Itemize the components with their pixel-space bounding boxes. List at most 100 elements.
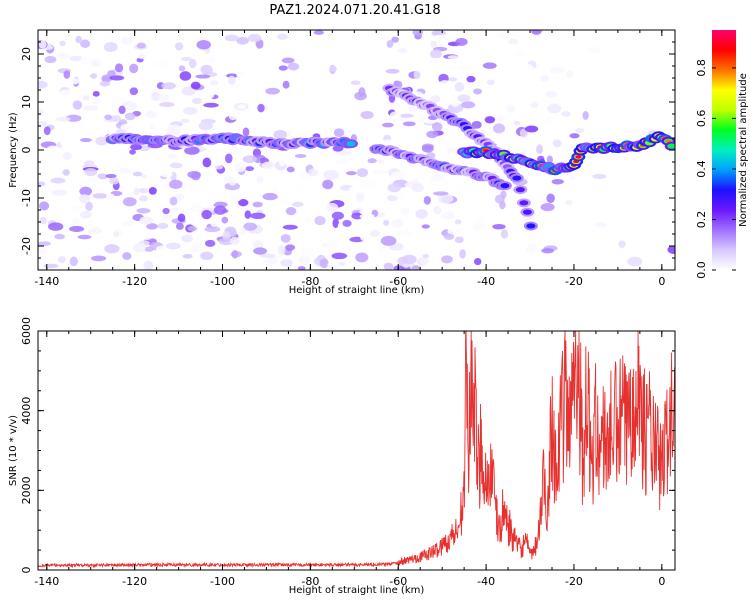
noise-blob [236, 36, 249, 45]
noise-blob [124, 112, 136, 121]
spectrogram-x-tick-label: -140 [34, 275, 59, 288]
noise-blob [398, 113, 414, 118]
noise-blob [430, 49, 442, 59]
figure-title: PAZ1.2024.071.20.41.G18 [269, 3, 440, 18]
noise-blob [72, 100, 83, 110]
noise-blob [446, 64, 456, 72]
noise-blob [91, 255, 107, 262]
noise-blob [169, 196, 178, 206]
noise-blob [210, 54, 217, 63]
noise-blob [190, 204, 203, 213]
colorbar-tick-label: 0.8 [695, 59, 708, 77]
noise-blob [253, 265, 260, 270]
noise-blob [519, 128, 528, 138]
noise-blob [129, 63, 139, 74]
noise-blob [286, 166, 295, 173]
noise-blob [278, 156, 287, 167]
noise-blob [118, 167, 131, 174]
noise-blob [148, 187, 157, 195]
noise-blob [189, 35, 198, 43]
noise-blob [105, 174, 117, 179]
noise-blob [450, 98, 460, 107]
noise-blob [355, 252, 369, 263]
spectrogram-x-tick-label: -120 [122, 275, 147, 288]
noise-blob [117, 154, 133, 162]
noise-blob [333, 128, 345, 138]
noise-blob [419, 256, 430, 265]
noise-blob [122, 252, 132, 260]
noise-blob [158, 232, 172, 240]
noise-blob [455, 37, 468, 46]
noise-blob [430, 40, 437, 49]
snr-x-tick-label: -20 [565, 575, 583, 588]
noise-blob [397, 47, 408, 54]
noise-blob [150, 46, 161, 53]
noise-blob [348, 186, 356, 192]
noise-blob [350, 80, 361, 86]
noise-blob [322, 243, 329, 248]
noise-blob [545, 90, 557, 98]
noise-blob [331, 252, 348, 260]
noise-blob [356, 168, 369, 178]
noise-blob [201, 209, 212, 220]
noise-blob [125, 101, 137, 111]
noise-blob [69, 225, 85, 232]
noise-blob [84, 168, 98, 177]
noise-blob [565, 70, 574, 78]
noise-blob [399, 207, 410, 216]
noise-blob [207, 90, 215, 99]
noise-blob [278, 198, 292, 206]
noise-blob [104, 244, 120, 254]
noise-blob [242, 155, 257, 164]
spectrogram-x-tick-label: -20 [565, 275, 583, 288]
noise-blob [492, 123, 506, 134]
noise-blob [500, 229, 509, 239]
noise-blob [542, 116, 555, 125]
noise-blob [278, 65, 288, 71]
noise-blob [93, 182, 102, 188]
noise-blob [223, 176, 236, 184]
snr-line [38, 331, 675, 569]
noise-blob [526, 244, 537, 254]
noise-blob [221, 216, 229, 224]
colorbar-tick-label: 0.2 [695, 211, 708, 229]
noise-blob [244, 210, 251, 219]
noise-blob [389, 111, 401, 122]
noise-blob [224, 153, 233, 164]
noise-blob [104, 114, 112, 120]
noise-blob [383, 219, 390, 226]
noise-blob [207, 190, 222, 199]
snr-x-axis-label: Height of straight line (km) [289, 585, 425, 596]
noise-blob [137, 54, 146, 59]
noise-blob [92, 193, 108, 199]
noise-blob [351, 212, 364, 220]
noise-blob [136, 42, 146, 49]
noise-blob [565, 199, 573, 206]
snr-x-tick-label: 0 [658, 575, 665, 588]
noise-blob [277, 33, 288, 40]
noise-blob [471, 120, 482, 129]
noise-blob [494, 114, 504, 122]
noise-blob [549, 67, 566, 74]
noise-blob [411, 183, 424, 193]
ridge-core [519, 200, 529, 206]
noise-blob [292, 185, 306, 192]
noise-blob [269, 218, 279, 228]
noise-blob [198, 121, 213, 131]
noise-blob [237, 104, 247, 110]
noise-blob [79, 137, 92, 143]
noise-blob [454, 82, 465, 92]
noise-blob [342, 219, 352, 227]
noise-blob [261, 161, 276, 170]
noise-blob [398, 166, 411, 174]
noise-blob [79, 186, 92, 196]
noise-blob [101, 74, 113, 83]
snr-x-tick-label: -100 [210, 575, 235, 588]
noise-blob [453, 184, 465, 194]
noise-blob [618, 240, 626, 248]
noise-blob [139, 232, 154, 240]
noise-blob [231, 250, 238, 259]
spectrogram-y-tick-label: 0 [20, 147, 33, 154]
noise-blob [546, 155, 553, 165]
noise-blob [146, 223, 158, 230]
